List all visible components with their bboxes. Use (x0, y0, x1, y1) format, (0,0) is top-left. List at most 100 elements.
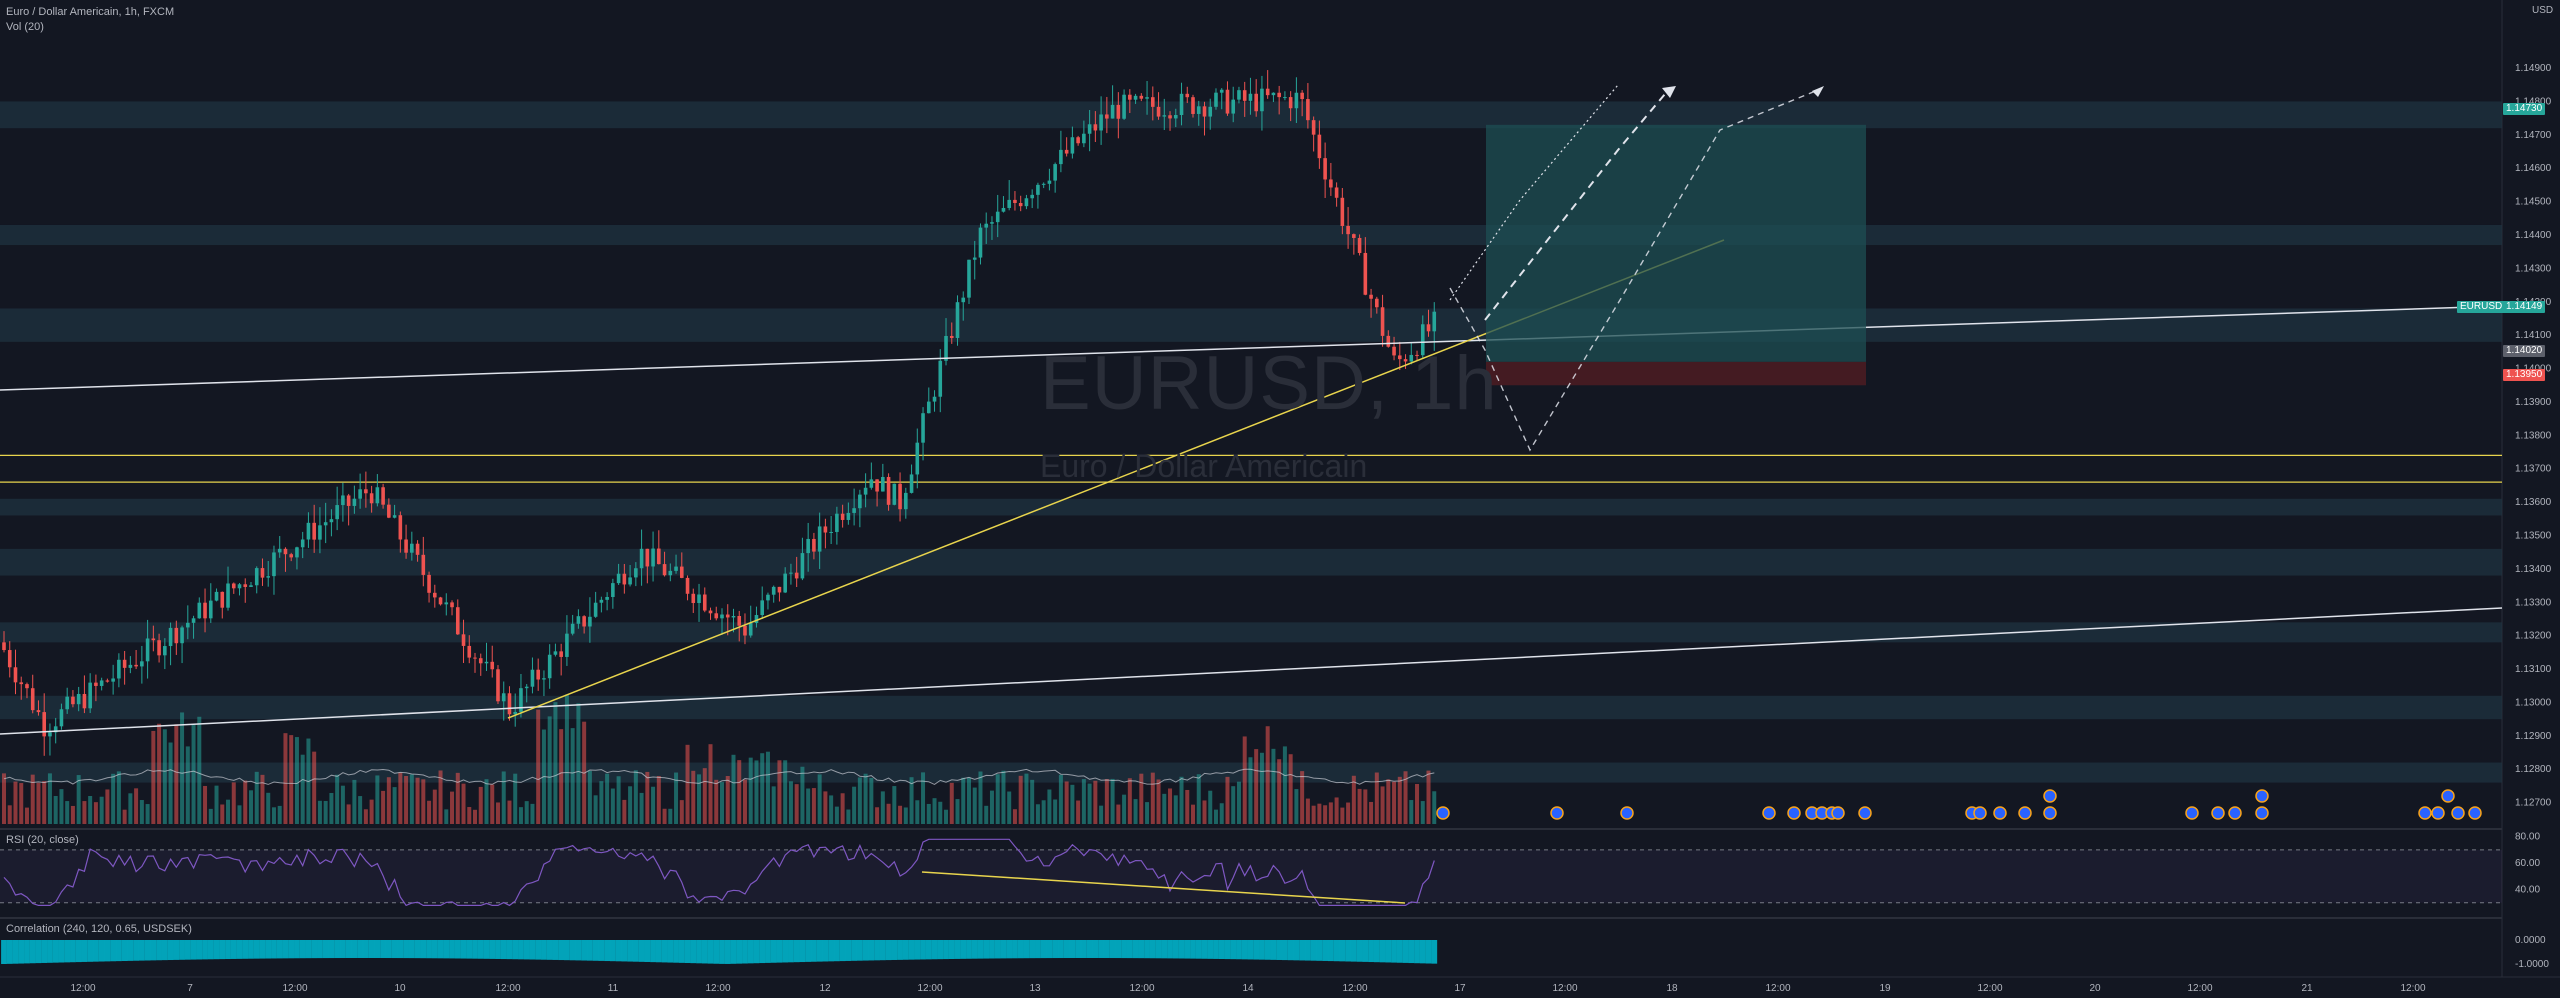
candle-body (65, 696, 69, 710)
sr-zone-3 (0, 498, 2502, 516)
volume-bar (765, 751, 770, 824)
symbol-title[interactable]: Euro / Dollar Americain, 1h, FXCM (6, 6, 175, 18)
price-tick-label: 1.13300 (2515, 597, 2552, 608)
correlation-bar (213, 940, 220, 960)
time-tick-label: 12:00 (1342, 983, 1367, 994)
volume-legend[interactable]: Vol (20) (6, 21, 44, 33)
candle-body (140, 661, 144, 667)
candle-body (559, 651, 563, 657)
volume-bar (1145, 802, 1150, 824)
volume-bar (875, 807, 880, 824)
volume-bar (1053, 799, 1058, 824)
volume-bar (725, 775, 730, 824)
candle-body (163, 646, 167, 656)
volume-bar (989, 790, 994, 824)
candle-body (1013, 199, 1017, 203)
event-marker (2468, 806, 2482, 820)
volume-bar (162, 729, 167, 824)
correlation-bar (167, 940, 174, 961)
candle-body (13, 667, 18, 683)
candle-body (817, 526, 822, 552)
rsi-divergence-line (921, 871, 1406, 904)
correlation-bar (966, 940, 972, 959)
candle-body (36, 710, 41, 713)
candle-body (789, 572, 793, 574)
correlation-bar (523, 940, 530, 960)
correlation-bar (833, 940, 840, 962)
volume-bar (645, 771, 650, 824)
volume-bar (1300, 771, 1305, 824)
volume-bar (1415, 784, 1420, 824)
correlation-bar (431, 940, 438, 959)
price-tick-label: 1.12900 (2515, 731, 2552, 742)
price-tick-label: 1.13900 (2515, 397, 2552, 408)
candle-body (1122, 94, 1126, 119)
candle-body (938, 360, 943, 397)
candle-body (708, 610, 713, 614)
volume-bar (1156, 779, 1161, 824)
candle-body (1260, 88, 1264, 112)
candle-body (1196, 106, 1201, 114)
correlation-bar (1333, 940, 1340, 962)
volume-bar (1018, 775, 1023, 824)
candle-body (570, 623, 575, 634)
correlation-bar (1396, 940, 1403, 963)
volume-bar (1346, 802, 1351, 824)
correlation-bar (1270, 940, 1277, 960)
volume-bar (1397, 776, 1402, 824)
volume-bar (145, 804, 150, 824)
correlation-bar (477, 940, 484, 959)
candle-body (530, 669, 535, 687)
candle-body (921, 413, 925, 443)
rsi-legend[interactable]: RSI (20, close) (6, 834, 79, 846)
volume-bar (271, 807, 276, 824)
candle-body (71, 696, 75, 705)
time-tick-label: 18 (1666, 983, 1678, 994)
event-marker (2431, 806, 2445, 820)
volume-bar (369, 799, 374, 824)
volume-bar (788, 781, 793, 824)
correlation-bar (742, 940, 748, 964)
volume-bar (381, 790, 386, 824)
correlation-bar (1425, 940, 1432, 964)
correlation-bar (374, 940, 381, 959)
volume-bar (1127, 778, 1132, 824)
volume-bar (248, 790, 253, 824)
time-tick-label: 14 (1242, 983, 1254, 994)
candle-body (645, 548, 650, 567)
correlation-bar (1195, 940, 1202, 959)
volume-bar (915, 800, 920, 824)
time-tick-label: 12:00 (1977, 983, 2002, 994)
candle-body (697, 594, 701, 604)
volume-bar (1007, 791, 1012, 824)
correlation-bar (236, 940, 243, 959)
correlation-legend[interactable]: Correlation (240, 120, 0.65, USDSEK) (6, 923, 192, 935)
correlation-bar (931, 940, 938, 960)
correlation-group (1, 940, 1438, 964)
correlation-bar (1431, 940, 1438, 964)
volume-bar (1231, 786, 1236, 824)
candle-body (473, 657, 477, 659)
event-marker (1787, 806, 1801, 820)
volume-bar (720, 782, 724, 824)
volume-bar (1202, 800, 1207, 824)
volume-bar (1392, 781, 1397, 824)
candle-body (450, 602, 454, 608)
candle-body (622, 573, 627, 585)
candle-body (616, 573, 621, 584)
correlation-bar (81, 940, 88, 962)
correlation-bar (730, 940, 737, 964)
correlation-bar (1, 940, 7, 964)
candle-body (576, 616, 581, 624)
candle-body (1116, 104, 1121, 119)
candle-body (1225, 89, 1230, 114)
candle-body (289, 554, 293, 558)
candle-body (254, 568, 259, 586)
volume-bar (490, 784, 495, 824)
correlation-bar (1207, 940, 1214, 959)
volume-bar (1328, 802, 1333, 824)
correlation-bar (1080, 940, 1087, 959)
candle-body (1139, 95, 1144, 99)
